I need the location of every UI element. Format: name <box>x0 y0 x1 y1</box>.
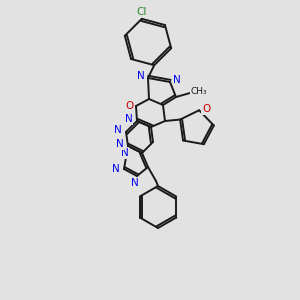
Text: N: N <box>116 139 124 149</box>
Text: N: N <box>112 164 120 174</box>
Text: N: N <box>137 71 145 81</box>
Text: CH₃: CH₃ <box>191 88 207 97</box>
Text: N: N <box>125 114 133 124</box>
Text: N: N <box>173 75 181 85</box>
Text: N: N <box>121 148 129 158</box>
Text: N: N <box>131 178 139 188</box>
Text: O: O <box>125 101 133 111</box>
Text: N: N <box>114 125 122 135</box>
Text: Cl: Cl <box>136 7 147 17</box>
Text: O: O <box>202 104 210 114</box>
